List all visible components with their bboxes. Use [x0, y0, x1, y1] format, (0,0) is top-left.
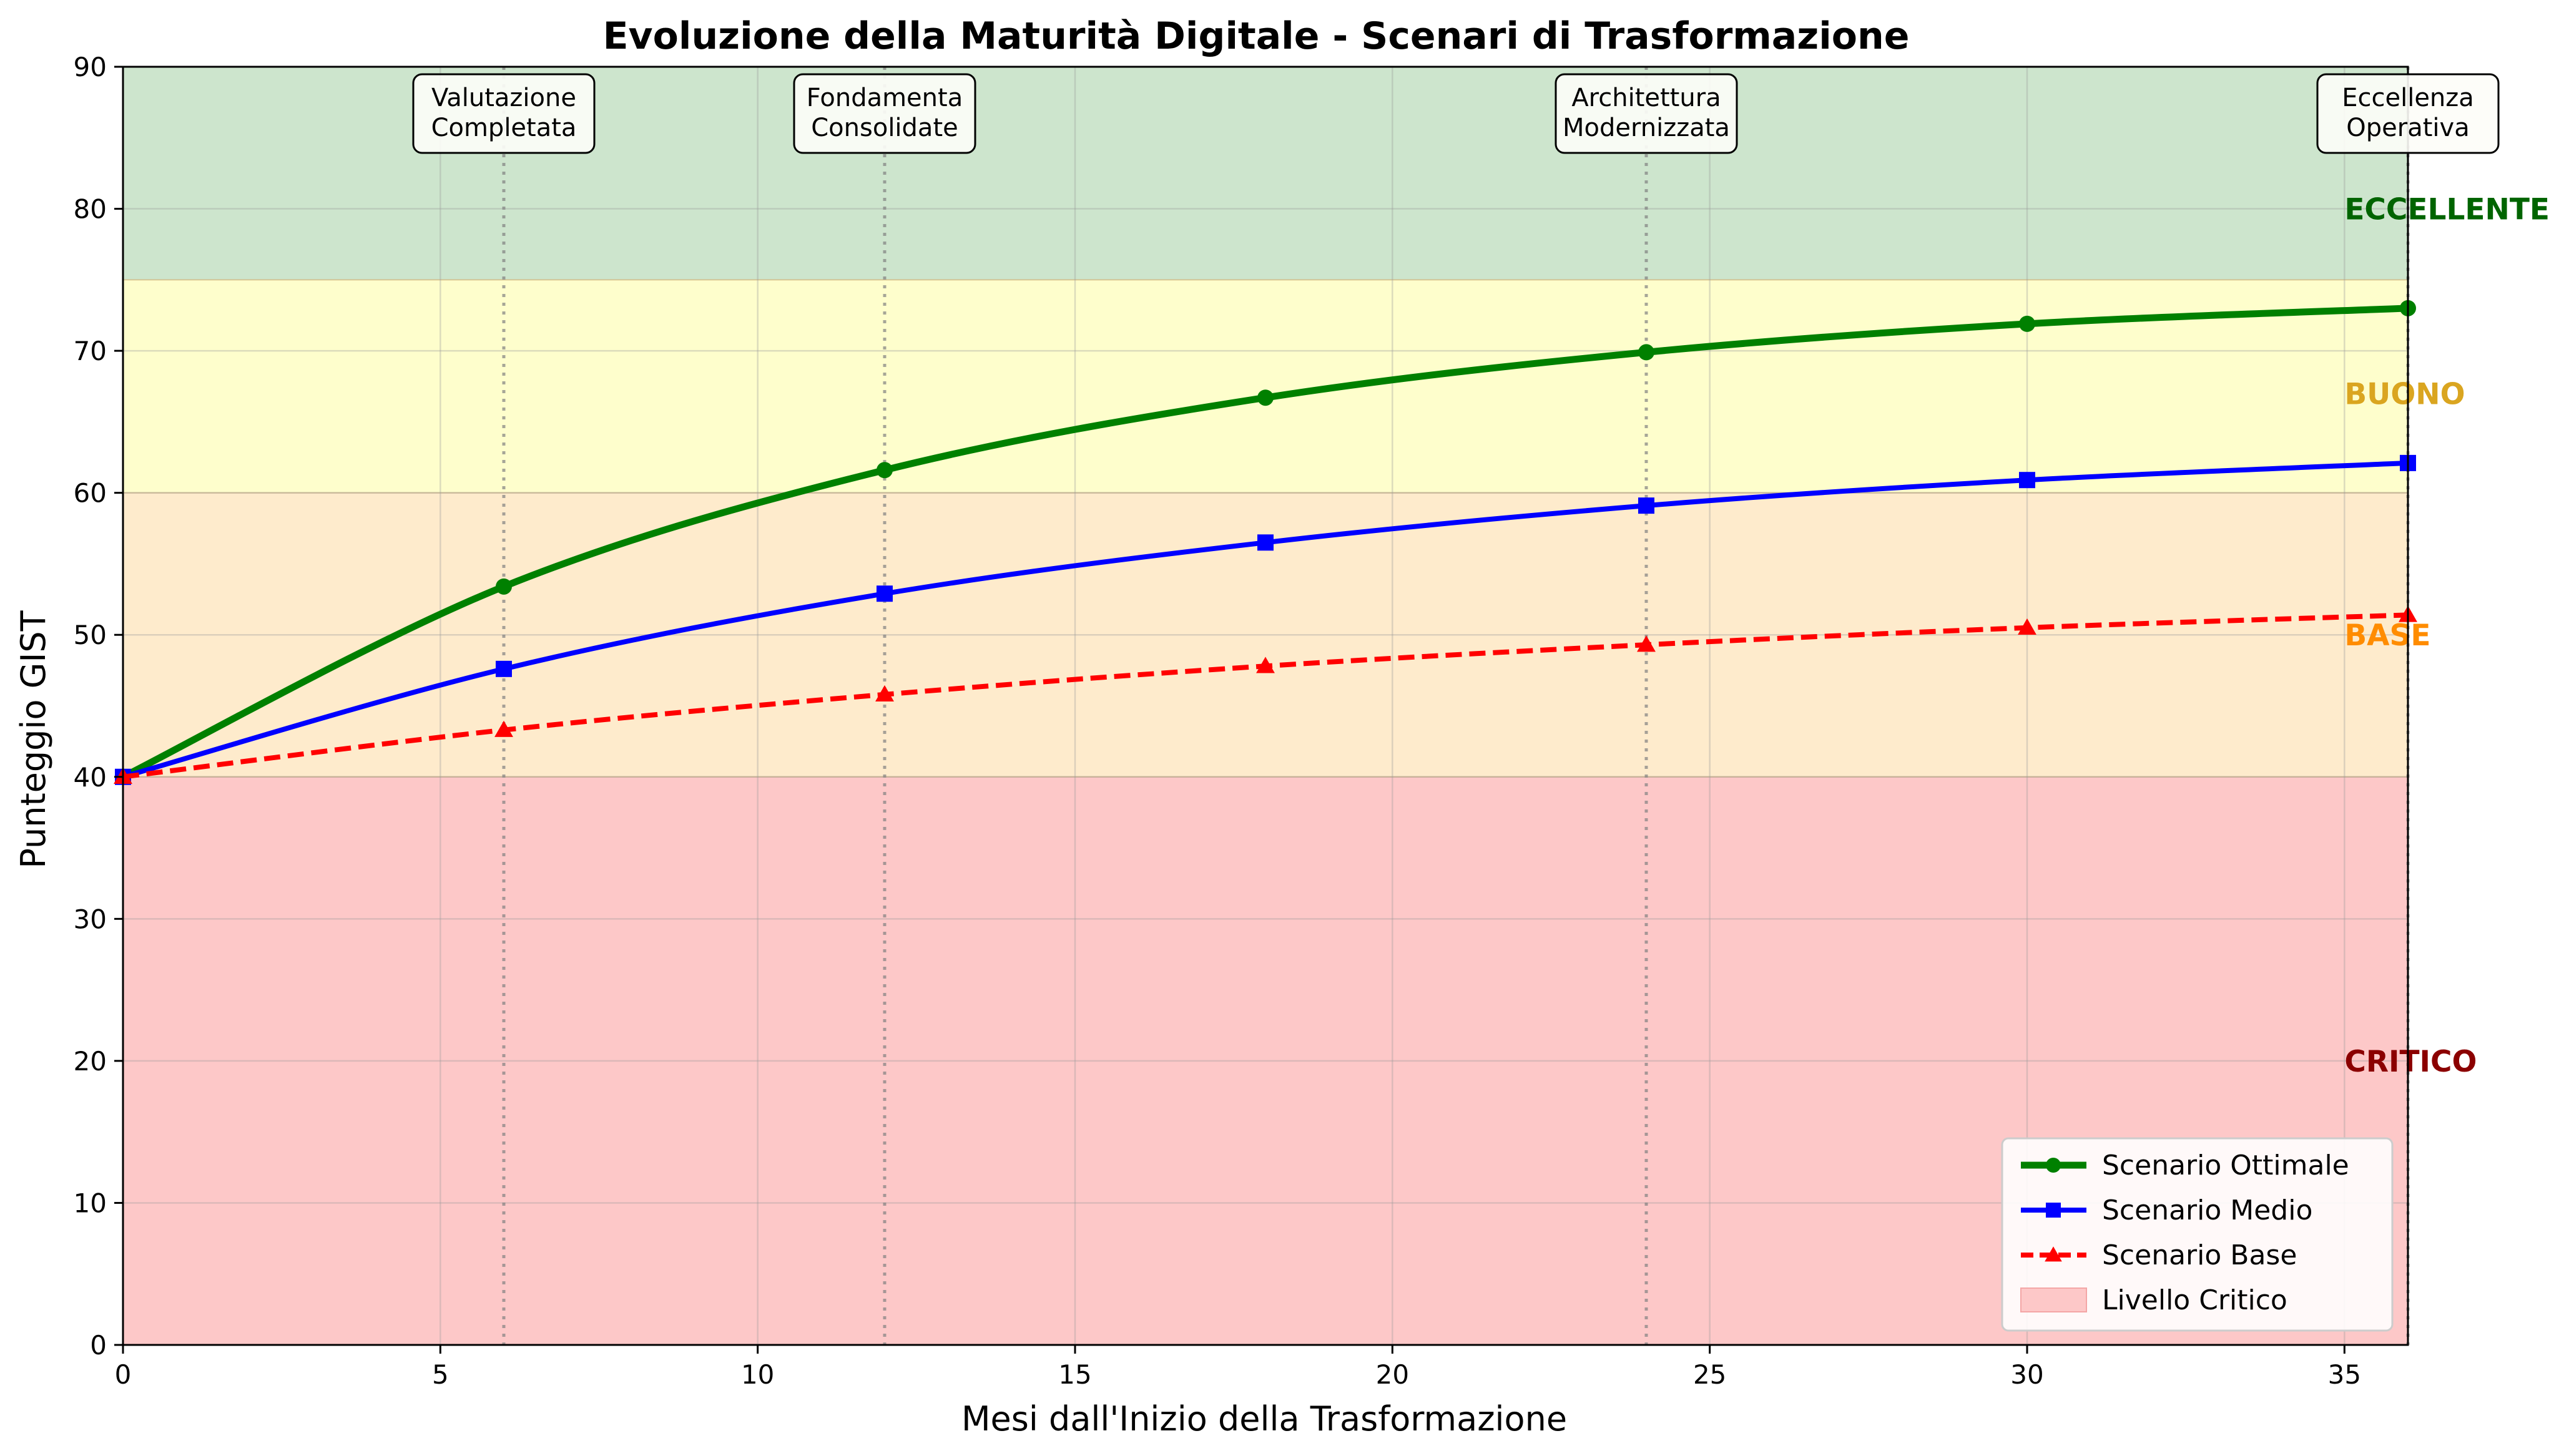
zone-label-critico: CRITICO: [2344, 1045, 2477, 1079]
y-tick-label: 80: [74, 194, 107, 225]
milestone-label: Modernizzata: [1563, 114, 1730, 142]
legend-label: Scenario Base: [2102, 1239, 2297, 1271]
data-point-scenario-ottimale: [1638, 344, 1654, 361]
zone-label-base: BASE: [2344, 618, 2430, 653]
data-point-scenario-medio: [496, 660, 512, 677]
legend-label: Livello Critico: [2102, 1284, 2287, 1316]
milestone-label: Completata: [431, 114, 577, 142]
y-tick-label: 30: [74, 904, 107, 934]
legend-marker: [2045, 1246, 2062, 1262]
zone-label-eccellente: ECCELLENTE: [2344, 193, 2550, 227]
milestone-box: [793, 73, 976, 154]
milestone-label: Fondamenta: [807, 84, 963, 112]
y-tick-label: 0: [90, 1330, 107, 1361]
data-point-scenario-ottimale: [1257, 389, 1274, 406]
zone-labels-layer: CRITICO BASE BUONO ECCELLENTE: [2344, 193, 2550, 1079]
y-axis-label: Punteggio GIST: [14, 610, 53, 868]
data-point-scenario-medio: [877, 585, 893, 602]
x-tick-label: 5: [432, 1359, 449, 1390]
zone-label-buono: BUONO: [2344, 377, 2465, 411]
legend-marker: [2046, 1158, 2061, 1173]
data-point-scenario-medio: [1257, 534, 1274, 551]
milestone-box: [412, 73, 596, 154]
y-tick-label: 50: [74, 620, 107, 650]
series-layer: [114, 300, 2417, 785]
y-tick-label: 90: [74, 52, 107, 82]
data-point-scenario-medio: [1638, 497, 1654, 514]
data-point-scenario-base: [2018, 618, 2036, 635]
legend-entry-scenario-ottimale: Scenario Ottimale: [2021, 1150, 2349, 1181]
x-tick-label: 15: [1058, 1359, 1091, 1390]
legend-label: Scenario Ottimale: [2102, 1150, 2349, 1181]
legend-entry-livello-critico: Livello Critico: [2020, 1284, 2287, 1316]
y-tick-label: 70: [74, 336, 107, 366]
y-tick-label: 20: [74, 1046, 107, 1077]
x-axis-label: Mesi dall'Inizio della Trasformazione: [961, 1399, 1567, 1439]
milestone-label: Architettura: [1571, 84, 1721, 112]
legend-patch: [2020, 1287, 2087, 1312]
data-point-scenario-base: [1637, 635, 1656, 652]
milestone-label: Consolidate: [811, 114, 958, 142]
legend-entry-scenario-base: Scenario Base: [2021, 1239, 2297, 1271]
data-point-scenario-base: [494, 720, 513, 737]
milestone-box: [1555, 73, 1738, 154]
x-tick-label: 10: [741, 1359, 774, 1390]
legend: Scenario Ottimale Scenario Medio Scenario …: [2001, 1137, 2394, 1332]
x-tick-label: 0: [115, 1359, 132, 1390]
axes-layer: 0 5 10 15 20 25 30 35 0 10 20 30 40 50 60 70 80 90: [74, 52, 2409, 1390]
milestone-label: Valutazione: [431, 84, 576, 112]
data-point-scenario-medio: [2019, 472, 2035, 489]
legend-box: [2001, 1137, 2394, 1332]
y-tick-label: 40: [74, 762, 107, 793]
x-tick-label: 35: [2328, 1359, 2361, 1390]
data-point-scenario-base: [875, 685, 894, 702]
data-point-scenario-ottimale: [877, 462, 893, 479]
y-tick-label: 10: [74, 1188, 107, 1218]
data-point-scenario-ottimale: [2019, 315, 2035, 332]
y-tick-label: 60: [74, 478, 107, 509]
data-point-scenario-ottimale: [496, 578, 512, 595]
legend-label: Scenario Medio: [2102, 1195, 2312, 1226]
legend-entry-scenario-medio: Scenario Medio: [2021, 1195, 2312, 1226]
chart-title: Evoluzione della Maturità Digitale - Sce…: [603, 14, 1910, 58]
data-point-scenario-base: [1256, 657, 1275, 673]
x-tick-label: 30: [2010, 1359, 2043, 1390]
x-tick-label: 20: [1376, 1359, 1409, 1390]
milestone-box: [2316, 73, 2500, 154]
zone-buono: [123, 280, 2408, 493]
legend-marker: [2046, 1203, 2061, 1218]
plot-frame: [122, 66, 2409, 1346]
milestone-label: Eccellenza: [2342, 84, 2474, 112]
x-tick-label: 25: [1693, 1359, 1726, 1390]
milestone-label: Operativa: [2346, 114, 2469, 142]
